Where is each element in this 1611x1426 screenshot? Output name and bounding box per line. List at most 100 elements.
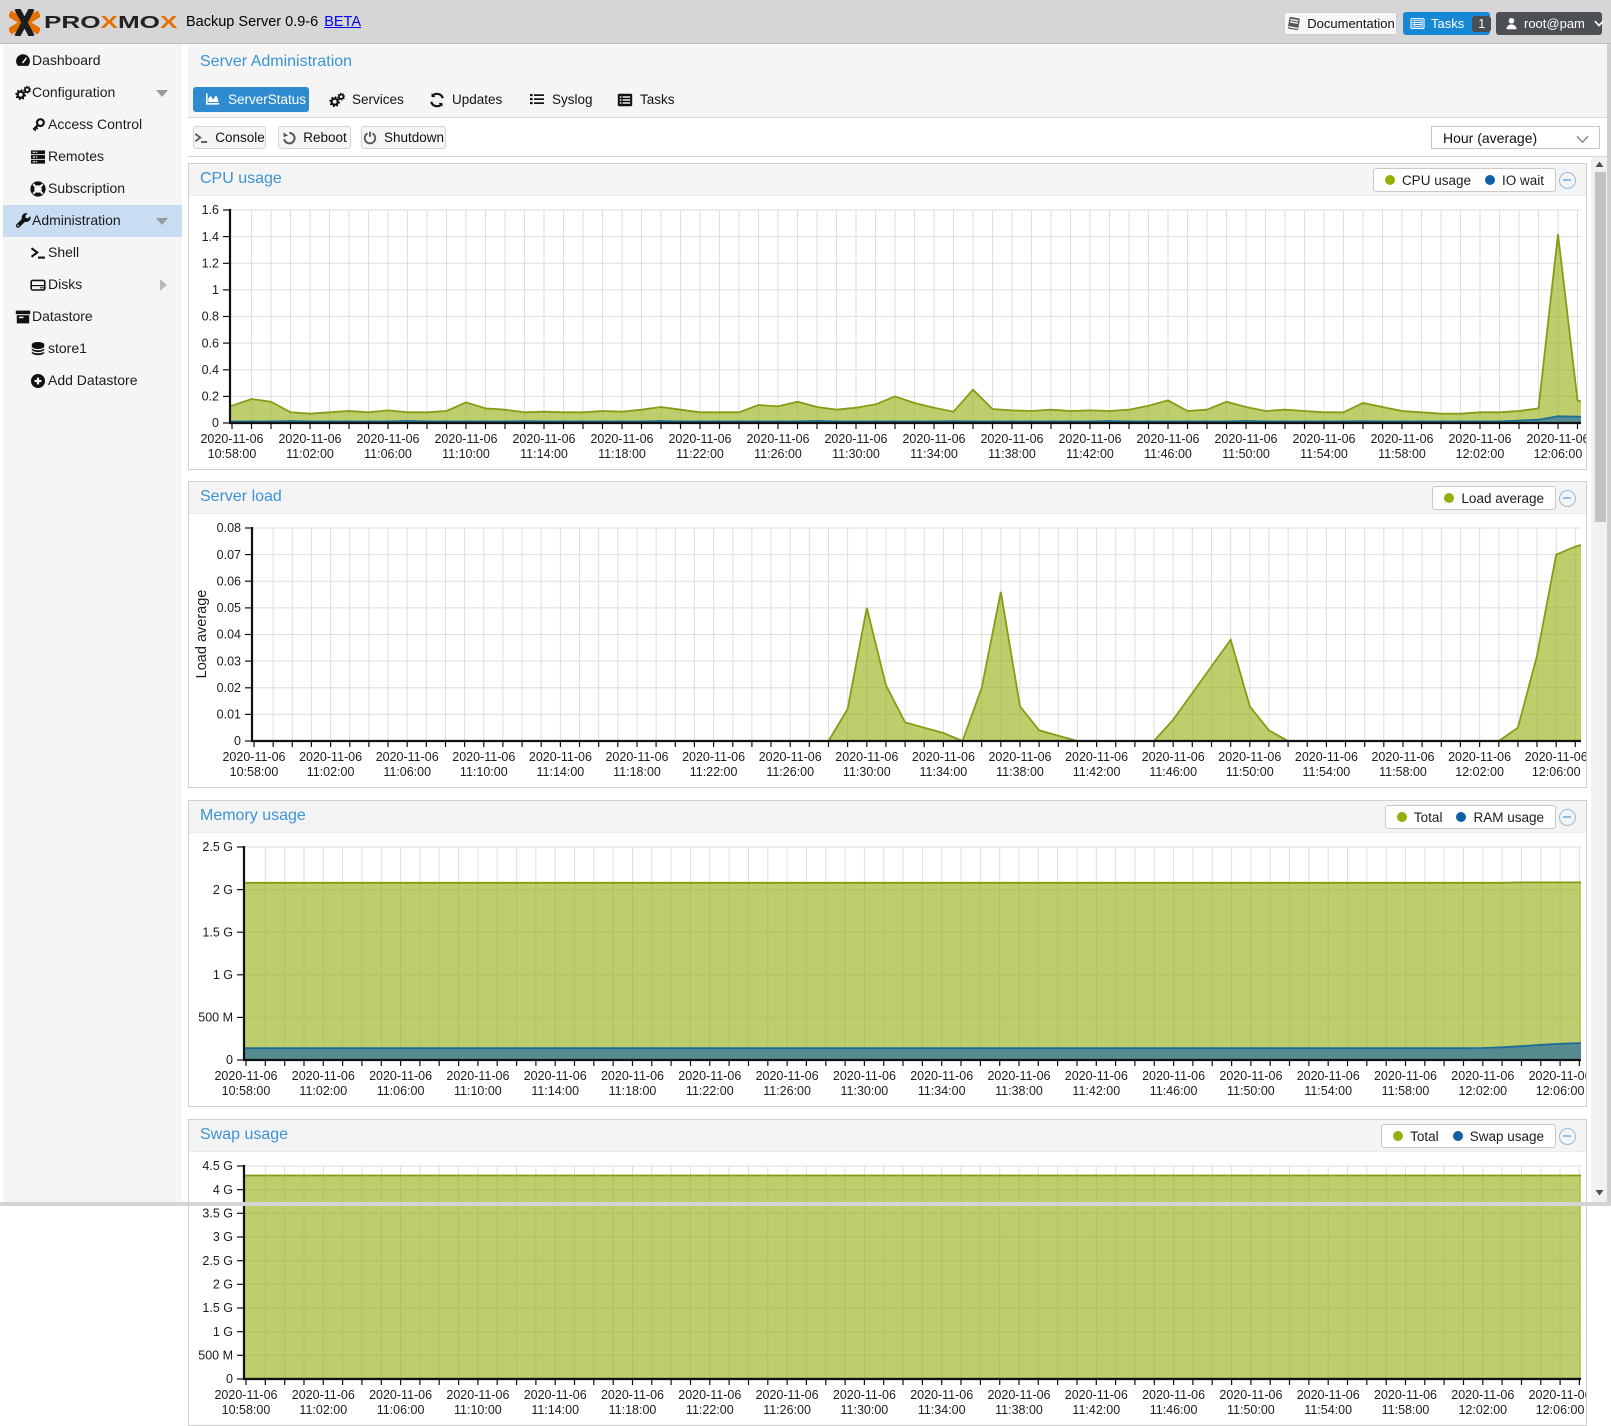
svg-text:2020-11-06: 2020-11-06 (912, 750, 975, 764)
svg-text:12:06:00: 12:06:00 (1536, 1084, 1585, 1098)
svg-text:11:26:00: 11:26:00 (763, 1084, 811, 1098)
svg-text:2020-11-06: 2020-11-06 (1448, 432, 1511, 446)
svg-text:500 M: 500 M (198, 1349, 233, 1363)
svg-text:11:46:00: 11:46:00 (1150, 1084, 1198, 1098)
svg-text:2020-11-06: 2020-11-06 (759, 750, 822, 764)
svg-text:2020-11-06: 2020-11-06 (529, 750, 592, 764)
svg-text:2020-11-06: 2020-11-06 (1214, 432, 1277, 446)
svg-text:2020-11-06: 2020-11-06 (214, 1069, 277, 1083)
svg-text:2020-11-06: 2020-11-06 (434, 432, 497, 446)
svg-text:2020-11-06: 2020-11-06 (1065, 1069, 1128, 1083)
svg-text:2020-11-06: 2020-11-06 (1529, 1388, 1586, 1402)
svg-text:11:14:00: 11:14:00 (531, 1403, 579, 1417)
svg-text:11:34:00: 11:34:00 (918, 1403, 966, 1417)
svg-text:0: 0 (234, 734, 241, 748)
svg-text:11:06:00: 11:06:00 (364, 447, 412, 461)
svg-text:0: 0 (226, 1053, 233, 1067)
svg-text:12:06:00: 12:06:00 (1532, 765, 1581, 779)
svg-text:11:54:00: 11:54:00 (1303, 765, 1351, 779)
svg-text:11:02:00: 11:02:00 (307, 765, 355, 779)
svg-text:11:06:00: 11:06:00 (383, 765, 431, 779)
svg-text:2020-11-06: 2020-11-06 (214, 1388, 277, 1402)
svg-text:11:26:00: 11:26:00 (763, 1403, 811, 1417)
svg-text:2020-11-06: 2020-11-06 (980, 432, 1043, 446)
svg-text:2020-11-06: 2020-11-06 (833, 1388, 896, 1402)
svg-text:2020-11-06: 2020-11-06 (524, 1069, 587, 1083)
svg-text:0.6: 0.6 (202, 336, 219, 350)
svg-text:2020-11-06: 2020-11-06 (1451, 1388, 1514, 1402)
svg-text:2 G: 2 G (213, 1278, 233, 1292)
svg-text:2020-11-06: 2020-11-06 (1136, 432, 1199, 446)
svg-text:2020-11-06: 2020-11-06 (356, 432, 419, 446)
svg-text:2020-11-06: 2020-11-06 (1218, 750, 1281, 764)
svg-text:12:02:00: 12:02:00 (1458, 1084, 1507, 1098)
svg-text:11:02:00: 11:02:00 (299, 1084, 347, 1098)
svg-text:11:50:00: 11:50:00 (1226, 765, 1274, 779)
svg-text:11:54:00: 11:54:00 (1304, 1403, 1352, 1417)
svg-text:12:02:00: 12:02:00 (1455, 765, 1504, 779)
svg-text:1.2: 1.2 (202, 257, 219, 271)
svg-text:2020-11-06: 2020-11-06 (1219, 1388, 1282, 1402)
svg-text:2020-11-06: 2020-11-06 (833, 1069, 896, 1083)
svg-text:10:58:00: 10:58:00 (208, 447, 257, 461)
svg-text:2020-11-06: 2020-11-06 (524, 1388, 587, 1402)
svg-text:0.03: 0.03 (217, 654, 241, 668)
svg-text:11:50:00: 11:50:00 (1227, 1084, 1275, 1098)
svg-text:2020-11-06: 2020-11-06 (1374, 1388, 1437, 1402)
svg-text:2020-11-06: 2020-11-06 (292, 1388, 355, 1402)
svg-text:11:22:00: 11:22:00 (676, 447, 724, 461)
svg-text:2020-11-06: 2020-11-06 (682, 750, 745, 764)
svg-text:3 G: 3 G (213, 1230, 233, 1244)
svg-text:11:50:00: 11:50:00 (1222, 447, 1270, 461)
svg-text:12:02:00: 12:02:00 (1458, 1403, 1507, 1417)
svg-text:11:14:00: 11:14:00 (537, 765, 585, 779)
svg-text:2020-11-06: 2020-11-06 (369, 1388, 432, 1402)
svg-text:11:58:00: 11:58:00 (1379, 765, 1427, 779)
svg-text:11:38:00: 11:38:00 (988, 447, 1036, 461)
svg-text:11:30:00: 11:30:00 (841, 1084, 889, 1098)
svg-text:2020-11-06: 2020-11-06 (299, 750, 362, 764)
svg-text:11:18:00: 11:18:00 (613, 765, 661, 779)
svg-text:11:58:00: 11:58:00 (1382, 1403, 1430, 1417)
svg-text:Load average: Load average (194, 590, 210, 679)
svg-text:11:42:00: 11:42:00 (1072, 1403, 1120, 1417)
svg-text:2020-11-06: 2020-11-06 (292, 1069, 355, 1083)
svg-text:11:10:00: 11:10:00 (454, 1403, 502, 1417)
svg-text:2020-11-06: 2020-11-06 (278, 432, 341, 446)
svg-text:11:26:00: 11:26:00 (766, 765, 814, 779)
svg-text:2020-11-06: 2020-11-06 (446, 1069, 509, 1083)
svg-text:4 G: 4 G (213, 1183, 233, 1197)
svg-text:2 G: 2 G (213, 883, 233, 897)
svg-text:2020-11-06: 2020-11-06 (1371, 750, 1434, 764)
svg-text:2020-11-06: 2020-11-06 (1526, 432, 1586, 446)
svg-text:1.5 G: 1.5 G (202, 1301, 233, 1315)
svg-text:2020-11-06: 2020-11-06 (1297, 1069, 1360, 1083)
svg-text:0.02: 0.02 (217, 681, 241, 695)
svg-text:11:38:00: 11:38:00 (996, 765, 1044, 779)
svg-text:2020-11-06: 2020-11-06 (1219, 1069, 1282, 1083)
svg-text:2020-11-06: 2020-11-06 (1370, 432, 1433, 446)
svg-text:4.5 G: 4.5 G (202, 1159, 233, 1173)
svg-text:2020-11-06: 2020-11-06 (601, 1069, 664, 1083)
svg-text:11:06:00: 11:06:00 (377, 1403, 425, 1417)
svg-text:0: 0 (212, 416, 219, 430)
svg-text:500 M: 500 M (198, 1011, 233, 1025)
svg-text:11:38:00: 11:38:00 (995, 1403, 1043, 1417)
svg-text:11:30:00: 11:30:00 (832, 447, 880, 461)
svg-text:0.07: 0.07 (217, 548, 241, 562)
svg-text:0.06: 0.06 (217, 575, 241, 589)
svg-text:2020-11-06: 2020-11-06 (446, 1388, 509, 1402)
svg-text:2020-11-06: 2020-11-06 (601, 1388, 664, 1402)
svg-text:1.5 G: 1.5 G (202, 925, 233, 939)
svg-text:2020-11-06: 2020-11-06 (1448, 750, 1511, 764)
svg-text:11:22:00: 11:22:00 (690, 765, 738, 779)
svg-text:10:58:00: 10:58:00 (222, 1084, 271, 1098)
svg-text:11:58:00: 11:58:00 (1378, 447, 1426, 461)
svg-text:11:42:00: 11:42:00 (1072, 1084, 1120, 1098)
svg-text:12:06:00: 12:06:00 (1536, 1403, 1585, 1417)
svg-text:11:42:00: 11:42:00 (1066, 447, 1114, 461)
svg-text:2020-11-06: 2020-11-06 (746, 432, 809, 446)
svg-text:11:30:00: 11:30:00 (841, 1403, 889, 1417)
svg-text:3.5 G: 3.5 G (202, 1207, 233, 1221)
svg-text:2020-11-06: 2020-11-06 (369, 1069, 432, 1083)
